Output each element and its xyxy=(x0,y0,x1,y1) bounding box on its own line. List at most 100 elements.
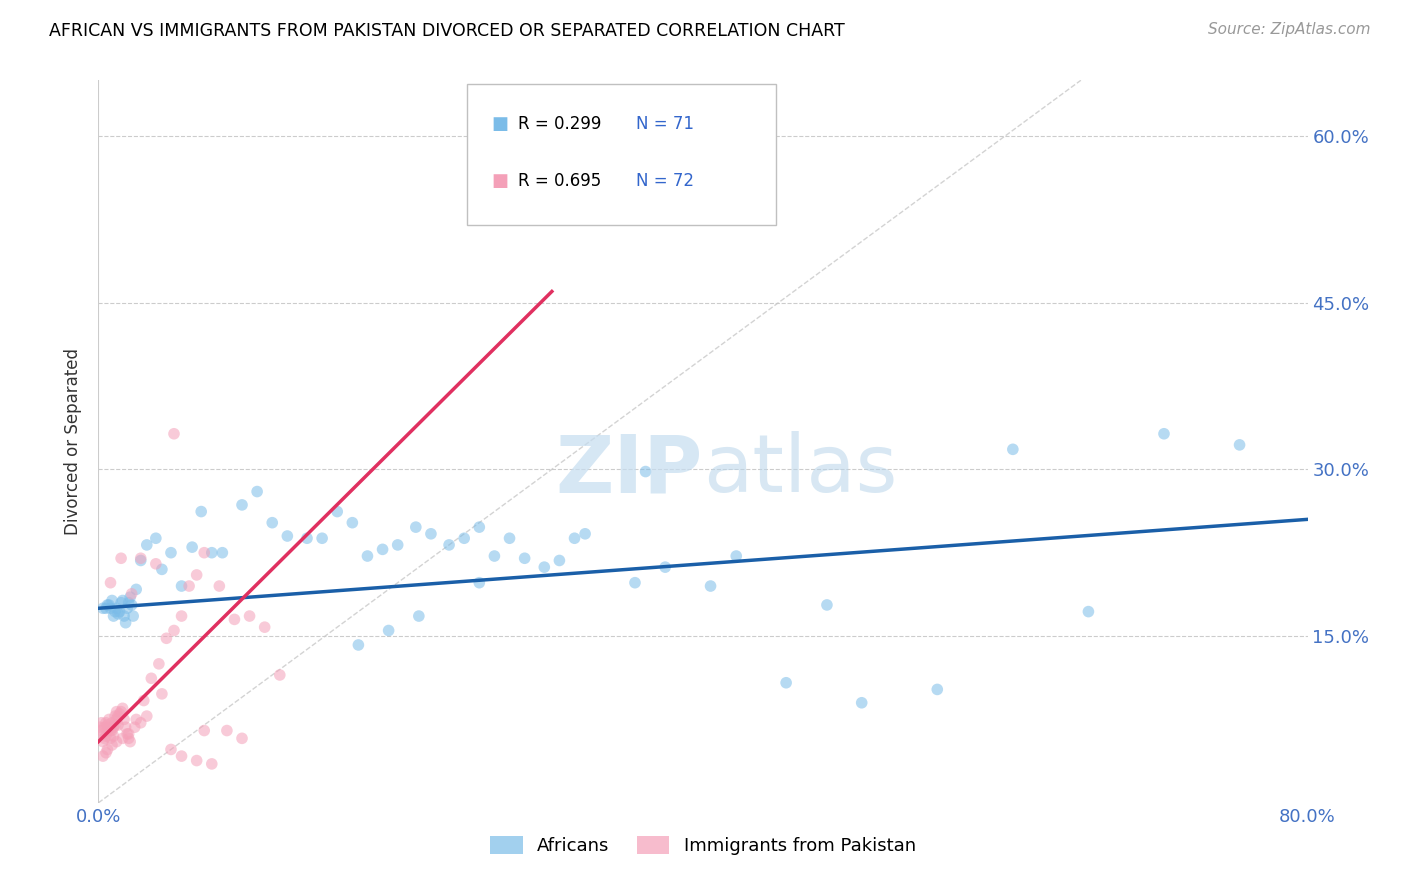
Point xyxy=(93,720,115,734)
Point xyxy=(112,713,135,727)
Point xyxy=(101,723,124,738)
Point xyxy=(112,609,135,624)
Point xyxy=(170,579,193,593)
Point xyxy=(574,526,596,541)
Point xyxy=(101,593,124,607)
Point xyxy=(91,749,114,764)
Point xyxy=(160,742,183,756)
Point xyxy=(107,607,129,621)
Point xyxy=(295,531,318,545)
Point xyxy=(103,609,125,624)
Point xyxy=(239,609,262,624)
Point xyxy=(654,560,676,574)
Point xyxy=(163,426,186,441)
Point xyxy=(224,612,246,626)
Point xyxy=(98,598,121,612)
Text: ■: ■ xyxy=(492,115,509,133)
Point xyxy=(215,723,238,738)
Point xyxy=(114,720,136,734)
Point xyxy=(150,562,173,576)
Point xyxy=(377,624,399,638)
Point xyxy=(100,723,122,738)
Point xyxy=(104,718,127,732)
Text: R = 0.299: R = 0.299 xyxy=(517,115,602,133)
Point xyxy=(118,596,141,610)
Point xyxy=(94,746,117,760)
Text: atlas: atlas xyxy=(703,432,897,509)
Point xyxy=(170,749,193,764)
Point xyxy=(122,609,145,624)
Point xyxy=(121,598,143,612)
Point xyxy=(101,738,124,752)
Point xyxy=(91,601,114,615)
Point xyxy=(513,551,536,566)
Point xyxy=(98,720,121,734)
Point xyxy=(96,718,118,732)
Point xyxy=(101,715,124,730)
Point xyxy=(129,553,152,567)
Point xyxy=(190,505,212,519)
Point xyxy=(160,546,183,560)
Point xyxy=(815,598,838,612)
Point xyxy=(105,705,128,719)
Point xyxy=(124,720,146,734)
Point xyxy=(132,693,155,707)
Point xyxy=(105,734,128,748)
Point xyxy=(155,632,177,646)
Text: ZIP: ZIP xyxy=(555,432,703,509)
Point xyxy=(91,727,114,741)
Point xyxy=(94,715,117,730)
Point xyxy=(468,520,491,534)
Point xyxy=(387,538,409,552)
Point xyxy=(371,542,394,557)
Point xyxy=(100,731,122,746)
Point xyxy=(699,579,721,593)
Point xyxy=(108,706,131,721)
Point xyxy=(269,668,291,682)
Text: N = 71: N = 71 xyxy=(637,115,695,133)
Point xyxy=(135,709,157,723)
Point xyxy=(624,575,647,590)
Point xyxy=(193,546,215,560)
Point xyxy=(420,526,443,541)
Point xyxy=(104,709,127,723)
Point xyxy=(262,516,284,530)
Point xyxy=(405,520,427,534)
Point xyxy=(91,734,114,748)
Text: AFRICAN VS IMMIGRANTS FROM PAKISTAN DIVORCED OR SEPARATED CORRELATION CHART: AFRICAN VS IMMIGRANTS FROM PAKISTAN DIVO… xyxy=(49,22,845,40)
Point xyxy=(408,609,430,624)
Point xyxy=(98,713,121,727)
Point xyxy=(342,516,364,530)
Point xyxy=(186,754,208,768)
Point xyxy=(115,727,138,741)
Point xyxy=(1077,605,1099,619)
Text: R = 0.695: R = 0.695 xyxy=(517,172,602,190)
Point xyxy=(110,705,132,719)
Legend: Africans, Immigrants from Pakistan: Africans, Immigrants from Pakistan xyxy=(484,829,922,863)
Point xyxy=(104,605,127,619)
Point xyxy=(118,727,141,741)
Point xyxy=(347,638,370,652)
Point xyxy=(115,601,138,615)
Point xyxy=(110,551,132,566)
FancyBboxPatch shape xyxy=(467,84,776,225)
Y-axis label: Divorced or Separated: Divorced or Separated xyxy=(65,348,83,535)
Point xyxy=(326,505,349,519)
Point xyxy=(129,551,152,566)
Point xyxy=(110,596,132,610)
Point xyxy=(186,568,208,582)
Point xyxy=(89,720,111,734)
Point xyxy=(181,540,204,554)
Point xyxy=(121,587,143,601)
Point xyxy=(96,723,118,738)
Point xyxy=(135,538,157,552)
Point xyxy=(114,615,136,630)
Point xyxy=(179,579,201,593)
Point xyxy=(246,484,269,499)
Point xyxy=(129,715,152,730)
Point xyxy=(100,601,122,615)
Point xyxy=(94,729,117,743)
Point xyxy=(96,598,118,612)
Point xyxy=(90,723,112,738)
Point xyxy=(533,560,555,574)
